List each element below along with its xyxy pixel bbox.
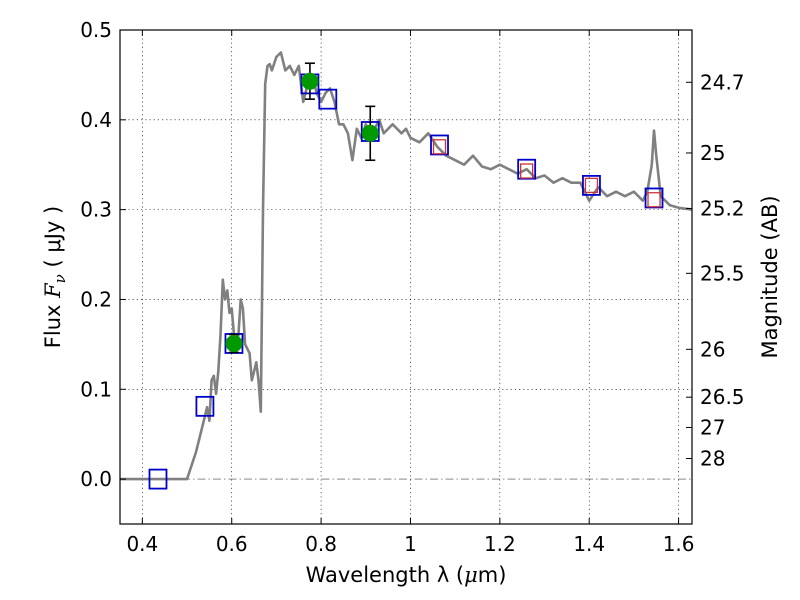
y-axis-label: Flux Fν ( μJy ) [41,206,69,348]
mag-tick-label: 25 [700,141,725,165]
y-tick-label: 0.5 [80,18,112,42]
x-tick-label: 1.4 [573,532,605,556]
y2-axis-label: Magnitude (AB) [758,195,782,358]
mag-tick-label: 28 [700,447,725,471]
x-tick-label: 1.2 [484,532,516,556]
band-box-marker [430,134,449,156]
model-band-marker [584,177,599,194]
model-band-marker [432,139,447,155]
x-tick-label: 0.6 [216,532,248,556]
grid-layer [120,29,692,524]
band-box-marker [318,88,338,110]
mag-tick-label: 24.7 [700,70,745,94]
measured-flux-point [225,334,243,352]
measured-flux-point [361,124,379,142]
y-tick-label: 0.1 [80,377,112,401]
x-tick-label: 0.4 [126,532,158,556]
y-tick-label: 0.3 [80,198,112,222]
measured-flux-point [301,72,319,90]
y-tick-label: 0.0 [80,467,112,491]
y-tick-label: 0.4 [80,108,112,132]
mag-tick-label: 26.5 [700,385,745,409]
plot-frame [119,29,693,525]
mag-tick-label: 27 [700,415,725,439]
sed-model-line [120,51,692,481]
data-layer [120,51,692,490]
model-band-marker [520,163,534,179]
x-tick-label: 1.6 [663,532,695,556]
y-tick-label: 0.2 [80,287,112,311]
mag-tick-label: 26 [700,337,725,361]
mag-tick-label: 25.2 [700,196,745,220]
band-box-marker [195,395,215,417]
mag-tick-label: 25.5 [700,261,745,285]
band-box-marker [582,174,601,196]
x-tick-label: 1 [404,532,417,556]
series-group [120,51,692,490]
x-axis-label: Wavelength λ (μm) [306,563,507,587]
x-tick-label: 0.8 [305,532,337,556]
band-box-marker [148,468,168,490]
band-box-marker [517,158,537,180]
band-box-marker [644,187,664,209]
model-band-marker [647,192,661,208]
tick-layer: 0.4 0.6 0.8 1 1.2 1.4 1.6 0.0 0.1 0.2 0.3 0.4 0.5 24.… [80,18,744,556]
